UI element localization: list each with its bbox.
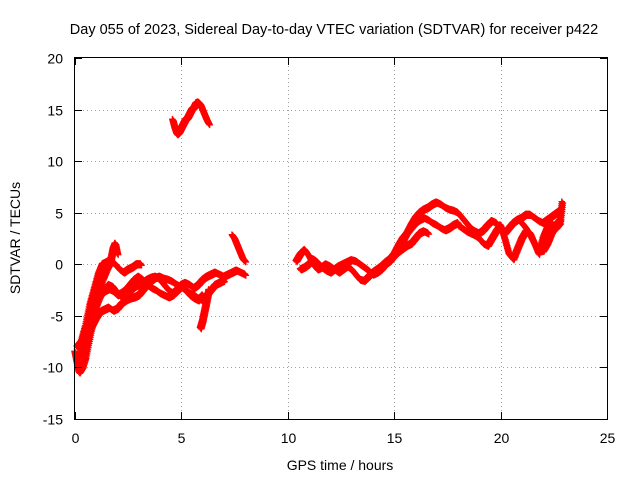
grid-lines bbox=[75, 58, 607, 419]
chart-title: Day 055 of 2023, Sidereal Day-to-day VTE… bbox=[70, 22, 598, 38]
data-markers bbox=[71, 98, 567, 377]
data-point bbox=[137, 260, 144, 267]
data-point bbox=[137, 261, 145, 268]
